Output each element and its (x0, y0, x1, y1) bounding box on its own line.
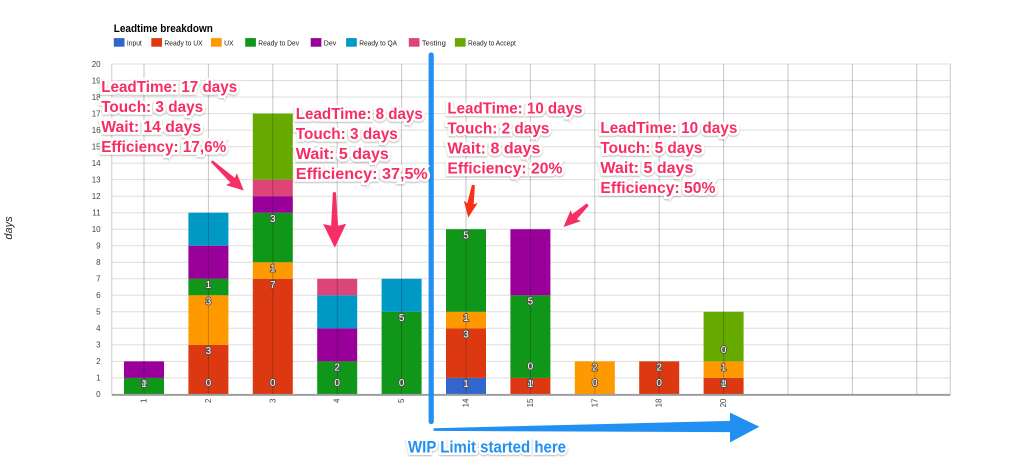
svg-text:7: 7 (270, 280, 276, 291)
svg-text:13: 13 (92, 175, 101, 184)
svg-text:5: 5 (397, 398, 406, 403)
svg-text:20: 20 (719, 398, 728, 407)
svg-text:15: 15 (526, 398, 535, 407)
svg-text:0: 0 (270, 378, 276, 389)
svg-text:1: 1 (463, 379, 469, 390)
svg-text:Efficiency: 37,5%: Efficiency: 37,5% (296, 166, 428, 183)
svg-text:0: 0 (721, 378, 727, 389)
svg-text:1: 1 (270, 264, 276, 275)
svg-text:Ready to Dev: Ready to Dev (258, 40, 299, 47)
svg-text:3: 3 (206, 297, 212, 308)
svg-text:17: 17 (590, 398, 599, 407)
svg-text:14: 14 (462, 398, 471, 407)
svg-text:0: 0 (206, 378, 212, 389)
svg-text:1: 1 (463, 313, 469, 324)
svg-text:Touch: 2 days: Touch: 2 days (447, 120, 549, 137)
svg-text:Wait: 8 days: Wait: 8 days (447, 140, 540, 157)
svg-text:3: 3 (96, 341, 101, 350)
svg-text:Ready to UX: Ready to UX (164, 40, 203, 47)
svg-text:Efficiency: 20%: Efficiency: 20% (447, 160, 562, 177)
svg-text:5: 5 (96, 308, 101, 317)
svg-text:Ready to QA: Ready to QA (359, 40, 397, 47)
svg-text:3: 3 (463, 330, 469, 341)
svg-text:18: 18 (92, 93, 101, 102)
svg-text:WIP Limit started here: WIP Limit started here (408, 438, 566, 456)
svg-text:0: 0 (528, 378, 534, 389)
svg-text:0: 0 (96, 390, 101, 399)
svg-text:Efficiency: 50%: Efficiency: 50% (600, 180, 715, 197)
svg-text:Efficiency: 17,6%: Efficiency: 17,6% (101, 139, 226, 156)
svg-text:3: 3 (206, 346, 212, 357)
svg-text:5: 5 (463, 231, 469, 242)
svg-text:0: 0 (592, 378, 598, 389)
svg-text:0: 0 (656, 378, 662, 389)
svg-text:7: 7 (96, 275, 101, 284)
svg-text:1: 1 (721, 363, 727, 374)
svg-text:12: 12 (92, 192, 101, 201)
svg-text:Input: Input (127, 40, 142, 47)
svg-text:18: 18 (655, 398, 664, 407)
svg-text:Wait: 5 days: Wait: 5 days (296, 146, 389, 163)
svg-text:6: 6 (96, 291, 101, 300)
svg-text:11: 11 (92, 209, 101, 218)
svg-text:Ready to Accept: Ready to Accept (468, 40, 516, 47)
svg-text:1: 1 (721, 379, 727, 390)
svg-text:17: 17 (92, 109, 101, 118)
svg-text:16: 16 (92, 126, 101, 135)
svg-text:Wait: 5 days: Wait: 5 days (600, 160, 693, 177)
svg-text:2: 2 (96, 357, 101, 366)
svg-text:9: 9 (96, 242, 101, 251)
svg-text:5: 5 (399, 313, 405, 324)
svg-text:0: 0 (334, 378, 340, 389)
svg-text:2: 2 (656, 363, 662, 374)
svg-text:days: days (3, 216, 15, 240)
svg-text:4: 4 (96, 324, 101, 333)
svg-text:10: 10 (92, 225, 101, 234)
svg-text:Testing: Testing (422, 40, 446, 47)
svg-text:1: 1 (528, 379, 534, 390)
svg-text:15: 15 (92, 142, 101, 151)
svg-text:0: 0 (399, 378, 405, 389)
svg-text:3: 3 (268, 398, 277, 403)
svg-text:2: 2 (204, 398, 213, 403)
svg-text:1: 1 (141, 379, 147, 390)
svg-text:2: 2 (334, 363, 340, 374)
svg-text:4: 4 (333, 398, 342, 403)
svg-text:Wait: 14 days: Wait: 14 days (101, 119, 201, 136)
svg-text:Touch: 3 days: Touch: 3 days (101, 99, 203, 116)
svg-text:0: 0 (528, 361, 534, 372)
svg-text:LeadTime: 8 days: LeadTime: 8 days (296, 106, 423, 123)
svg-text:19: 19 (92, 76, 101, 85)
svg-text:2: 2 (592, 363, 598, 374)
svg-text:5: 5 (528, 297, 534, 308)
svg-text:LeadTime: 10 days: LeadTime: 10 days (447, 100, 582, 117)
svg-text:1: 1 (96, 374, 101, 383)
svg-text:LeadTime: 17 days: LeadTime: 17 days (101, 79, 237, 96)
svg-text:14: 14 (92, 159, 101, 168)
svg-text:Leadtime breakdown: Leadtime breakdown (114, 23, 213, 35)
svg-text:0: 0 (141, 378, 147, 389)
svg-text:Dev: Dev (324, 40, 337, 47)
svg-text:Touch: 5 days: Touch: 5 days (600, 140, 702, 157)
svg-text:Touch: 3 days: Touch: 3 days (296, 126, 398, 143)
svg-text:UX: UX (224, 40, 234, 47)
svg-text:LeadTime: 10 days: LeadTime: 10 days (600, 120, 737, 137)
svg-text:1: 1 (206, 280, 212, 291)
svg-text:3: 3 (270, 214, 276, 225)
svg-text:8: 8 (96, 258, 101, 267)
svg-text:1: 1 (140, 398, 149, 403)
svg-text:0: 0 (721, 345, 727, 356)
svg-text:20: 20 (92, 60, 101, 69)
